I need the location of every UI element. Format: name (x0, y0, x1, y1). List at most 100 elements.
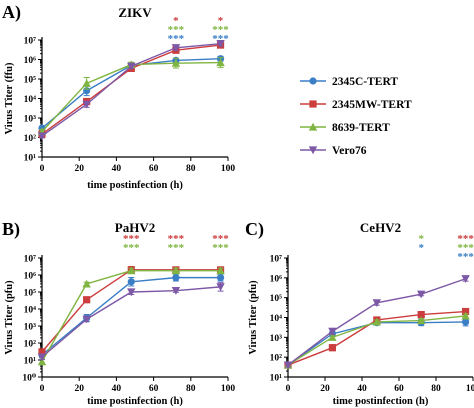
legend: 2345C-TERT 2345MW-TERT 8639-TERT Vero76 (300, 76, 412, 157)
significance-marker: *** (457, 251, 474, 263)
data-point (328, 327, 337, 336)
data-point (37, 357, 47, 366)
series-line (41, 61, 221, 133)
data-point (82, 279, 91, 288)
series-Vero76 (37, 40, 225, 141)
data-point (171, 58, 181, 67)
data-point (372, 299, 381, 308)
data-point (417, 311, 425, 319)
y-tick-label: 10⁵ (270, 294, 283, 304)
x-tick-label: 20 (320, 384, 330, 394)
y-tick-label: 10³ (24, 323, 37, 333)
y-tick-label: 10⁶ (24, 272, 37, 282)
significance-marker: *** (168, 242, 185, 254)
data-point (328, 344, 336, 352)
significance-marker: *** (212, 33, 229, 45)
y-tick-label: 10⁶ (270, 274, 283, 284)
data-point (37, 353, 47, 362)
data-point (37, 132, 47, 141)
data-point (462, 318, 470, 326)
y-tick-label: 10⁴ (24, 306, 37, 316)
significance-marker: *** (212, 24, 229, 36)
data-point (216, 58, 225, 67)
series-line (287, 321, 466, 366)
data-point (216, 266, 225, 275)
x-tick-label: 60 (149, 164, 159, 174)
series-2345MW-TERT (284, 307, 470, 369)
data-point (216, 40, 225, 48)
legend-marker (309, 100, 317, 108)
data-point (283, 361, 293, 370)
series-Vero76 (283, 275, 470, 370)
significance-marker: *** (457, 233, 474, 245)
data-point (172, 274, 180, 282)
significance-marker: *** (168, 233, 185, 245)
x-tick-label: 100 (466, 384, 474, 394)
data-point (216, 274, 225, 282)
x-tick-label: 100 (221, 164, 236, 174)
data-point (82, 79, 91, 87)
x-tick-label: 80 (186, 384, 196, 394)
significance-marker: * (418, 233, 424, 245)
x-tick-label: 0 (286, 384, 291, 394)
series-line (41, 42, 221, 137)
data-point (461, 275, 470, 283)
legend-marker (308, 146, 318, 155)
x-tick-label: 60 (149, 384, 159, 394)
significance-marker: *** (457, 242, 474, 254)
series-2345MW-TERT (38, 41, 225, 138)
chart-title: CeHV2 (360, 220, 401, 235)
y-tick-label: 10¹ (270, 374, 283, 384)
data-point (171, 287, 181, 295)
series-line (41, 286, 221, 358)
x-axis-label: time postinfection (h) (333, 396, 429, 407)
data-point (171, 44, 181, 52)
x-tick-label: 20 (74, 164, 84, 174)
data-point (417, 290, 426, 299)
series-Vero76 (37, 282, 225, 362)
significance-marker: *** (168, 33, 185, 45)
legend-entry: 2345MW-TERT (332, 99, 412, 111)
significance-marker: * (418, 242, 424, 254)
panel-label: A) (2, 2, 21, 23)
y-tick-label: 10⁴ (24, 95, 37, 105)
x-tick-label: 80 (186, 164, 196, 174)
y-tick-label: 10⁴ (270, 314, 283, 324)
data-point (82, 100, 91, 109)
data-point (127, 62, 136, 71)
y-tick-label: 10⁵ (24, 289, 37, 299)
data-point (216, 283, 225, 292)
significance-marker: *** (123, 242, 140, 254)
x-tick-label: 100 (221, 384, 236, 394)
y-tick-label: 10¹ (24, 357, 37, 367)
y-tick-label: 10³ (24, 115, 37, 125)
x-tick-label: 80 (431, 384, 441, 394)
series-8639-TERT (37, 266, 225, 366)
x-tick-label: 0 (40, 164, 45, 174)
data-point (127, 266, 136, 275)
data-point (461, 311, 470, 320)
x-tick-label: 40 (357, 384, 367, 394)
y-tick-label: 10¹ (24, 154, 37, 164)
data-point (38, 348, 46, 356)
data-point (417, 316, 426, 325)
x-tick-label: 40 (112, 164, 122, 174)
y-tick-label: 10³ (270, 334, 283, 344)
y-axis-label: Virus Titer (ffu) (4, 62, 15, 134)
significance-marker: * (218, 15, 224, 27)
y-tick-label: 10⁶ (24, 56, 37, 66)
y-tick-label: 10² (270, 354, 283, 364)
y-tick-label: 10⁰ (22, 374, 36, 384)
series-line (41, 44, 221, 135)
legend-marker (309, 77, 317, 85)
panel-2: C) CeHV2 10¹ 10² 10³ 10⁴ 10⁵ 10⁶ 10⁷ 0 20 40 60 80 100… (245, 219, 474, 407)
y-axis-label: Virus Titer (pfu) (248, 280, 259, 355)
y-tick-label: 10⁵ (24, 76, 37, 86)
series-2345C-TERT (38, 273, 225, 359)
y-tick-label: 10⁷ (24, 255, 37, 265)
data-point (372, 317, 381, 326)
y-tick-label: 10⁷ (24, 37, 37, 47)
data-point (328, 333, 337, 341)
series-2345C-TERT (284, 317, 470, 369)
